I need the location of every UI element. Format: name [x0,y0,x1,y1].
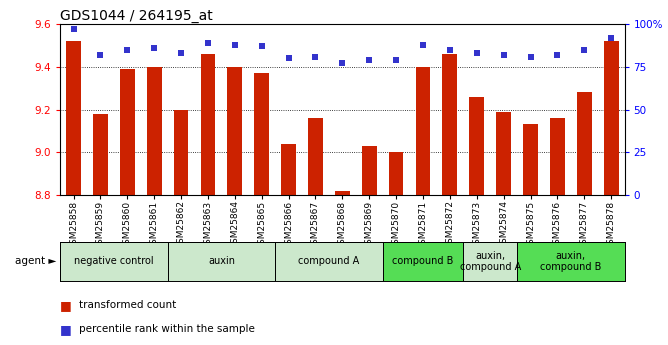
Bar [523,125,538,195]
Bar [147,67,162,195]
Point [68,27,79,32]
Bar [415,67,430,195]
Point [364,57,375,63]
Text: compound A: compound A [299,256,359,266]
Bar [335,191,350,195]
Bar [389,152,403,195]
Text: auxin,
compound B: auxin, compound B [540,250,601,272]
Point [310,54,321,59]
Bar [496,112,511,195]
Text: compound B: compound B [392,256,454,266]
Text: agent ►: agent ► [15,256,57,266]
Point [202,40,213,46]
Text: ■: ■ [60,323,72,336]
Bar [174,109,188,195]
Point [149,45,160,51]
Bar [550,118,564,195]
Text: percentile rank within the sample: percentile rank within the sample [79,325,255,334]
Bar [383,241,464,281]
Bar [200,54,215,195]
Point [498,52,509,58]
Bar [464,241,517,281]
Bar [275,241,383,281]
Point [444,47,455,52]
Text: negative control: negative control [74,256,154,266]
Text: ■: ■ [60,299,72,312]
Text: auxin,
compound A: auxin, compound A [460,250,521,272]
Bar [60,241,168,281]
Point [95,52,106,58]
Point [176,50,186,56]
Point [552,52,562,58]
Point [283,56,294,61]
Point [579,47,590,52]
Bar [255,73,269,195]
Text: auxin: auxin [208,256,235,266]
Bar [281,144,296,195]
Point [391,57,401,63]
Point [525,54,536,59]
Point [418,42,428,47]
Point [606,35,617,41]
Point [230,42,240,47]
Bar [362,146,377,195]
Bar [168,241,275,281]
Bar [442,54,458,195]
Bar [93,114,108,195]
Point [257,43,267,49]
Point [122,47,133,52]
Bar [604,41,619,195]
Point [337,61,347,66]
Point [472,50,482,56]
Bar [470,97,484,195]
Bar [308,118,323,195]
Text: GDS1044 / 264195_at: GDS1044 / 264195_at [60,9,213,23]
Bar [227,67,242,195]
Text: transformed count: transformed count [79,300,176,310]
Bar [517,241,625,281]
Bar [577,92,592,195]
Bar [66,41,81,195]
Bar [120,69,135,195]
